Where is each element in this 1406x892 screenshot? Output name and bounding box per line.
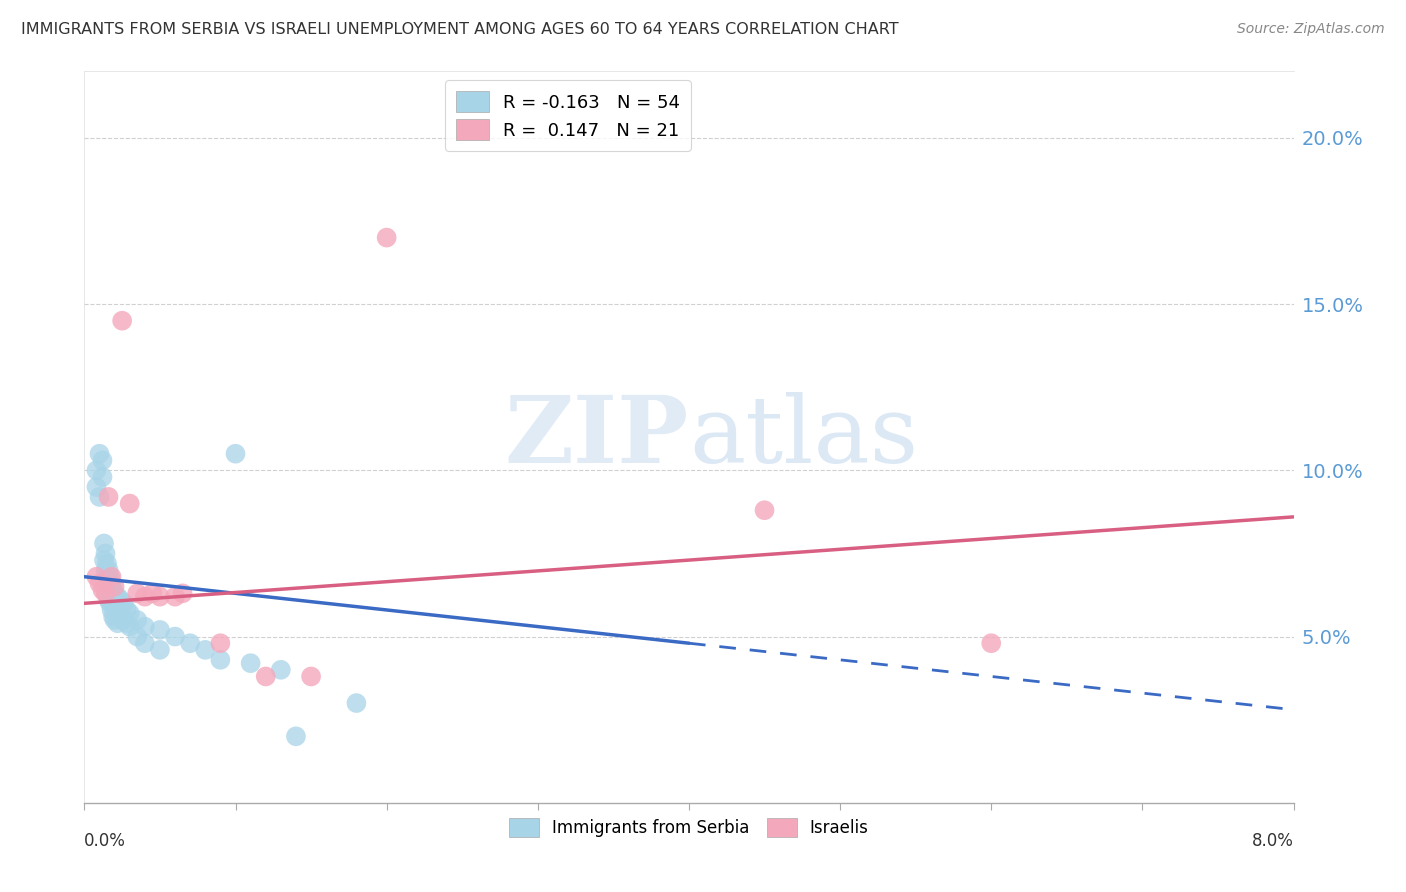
Point — [101, 609, 124, 624]
Point — [118, 607, 141, 621]
Legend: Immigrants from Serbia, Israelis: Immigrants from Serbia, Israelis — [501, 810, 877, 846]
Point — [980, 636, 1002, 650]
Point — [100, 576, 122, 591]
Point — [149, 643, 172, 657]
Point — [149, 590, 172, 604]
Point — [86, 463, 108, 477]
Text: IMMIGRANTS FROM SERBIA VS ISRAELI UNEMPLOYMENT AMONG AGES 60 TO 64 YEARS CORRELA: IMMIGRANTS FROM SERBIA VS ISRAELI UNEMPL… — [21, 22, 898, 37]
Point — [101, 596, 124, 610]
Point — [86, 480, 108, 494]
Point — [100, 570, 122, 584]
Text: 8.0%: 8.0% — [1251, 832, 1294, 850]
Point — [194, 643, 217, 657]
Point — [97, 490, 120, 504]
Point — [107, 616, 129, 631]
Point — [91, 582, 114, 597]
Point — [89, 490, 111, 504]
Point — [134, 636, 156, 650]
Point — [225, 447, 247, 461]
Point — [100, 603, 122, 617]
Point — [127, 586, 149, 600]
Point — [86, 570, 108, 584]
Point — [97, 576, 120, 591]
Point — [107, 590, 129, 604]
Point — [107, 603, 129, 617]
Point — [141, 586, 163, 600]
Point — [118, 619, 141, 633]
Point — [134, 590, 156, 604]
Point — [115, 603, 138, 617]
Point — [111, 314, 134, 328]
Point — [93, 536, 115, 550]
Point — [179, 636, 201, 650]
Point — [165, 630, 187, 644]
Point — [127, 630, 149, 644]
Point — [149, 623, 172, 637]
Point — [285, 729, 308, 743]
Text: atlas: atlas — [689, 392, 918, 482]
Text: ZIP: ZIP — [505, 392, 689, 482]
Point — [127, 613, 149, 627]
Point — [134, 619, 156, 633]
Point — [89, 447, 111, 461]
Point — [118, 497, 141, 511]
Point — [104, 580, 127, 594]
Point — [98, 596, 121, 610]
Point — [98, 582, 121, 597]
Point — [97, 593, 120, 607]
Point — [346, 696, 368, 710]
Point — [94, 546, 117, 560]
Point — [112, 596, 135, 610]
Point — [172, 586, 194, 600]
Point — [375, 230, 398, 244]
Point — [165, 590, 187, 604]
Point — [98, 570, 121, 584]
Point — [100, 590, 122, 604]
Point — [91, 470, 114, 484]
Point — [110, 593, 132, 607]
Point — [101, 582, 124, 597]
Point — [104, 599, 127, 614]
Point — [94, 563, 117, 577]
Point — [110, 607, 132, 621]
Point — [96, 570, 118, 584]
Text: Source: ZipAtlas.com: Source: ZipAtlas.com — [1237, 22, 1385, 37]
Point — [97, 563, 120, 577]
Point — [96, 557, 118, 571]
Point — [299, 669, 322, 683]
Point — [115, 616, 138, 631]
Point — [104, 586, 127, 600]
Point — [254, 669, 277, 683]
Point — [112, 613, 135, 627]
Point — [209, 636, 232, 650]
Y-axis label: Unemployment Among Ages 60 to 64 years: Unemployment Among Ages 60 to 64 years — [0, 269, 7, 605]
Point — [94, 586, 117, 600]
Text: 0.0%: 0.0% — [84, 832, 127, 850]
Point — [96, 586, 118, 600]
Point — [270, 663, 292, 677]
Point — [89, 576, 111, 591]
Point — [239, 656, 262, 670]
Point — [209, 653, 232, 667]
Point — [104, 613, 127, 627]
Point — [754, 503, 776, 517]
Point — [93, 553, 115, 567]
Point — [91, 453, 114, 467]
